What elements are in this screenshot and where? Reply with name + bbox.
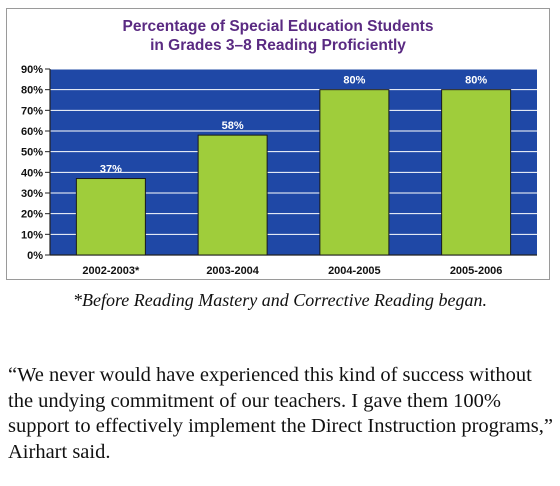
bar-data-label: 58% <box>222 120 244 132</box>
chart-title-line-2: in Grades 3–8 Reading Proficiently <box>150 37 406 54</box>
x-tick-label: 2003-2004 <box>206 265 259 277</box>
y-tick-label: 80% <box>21 85 43 97</box>
x-tick-label: 2004-2005 <box>328 265 381 277</box>
bar <box>75 178 146 256</box>
bar <box>441 89 512 256</box>
chart-title-line-1: Percentage of Special Education Students <box>122 18 434 35</box>
bar <box>319 89 390 256</box>
bar-chart: 0% 10% 20% 30% 40% 50% 60% 70% 80% 90% 37% 2002-200… <box>21 64 537 277</box>
y-tick-label: 60% <box>21 126 43 138</box>
y-tick-label: 70% <box>21 105 43 117</box>
x-tick-label: 2005-2006 <box>450 265 503 277</box>
bar-data-label: 80% <box>343 75 365 87</box>
y-tick-label: 30% <box>21 188 43 200</box>
bar-data-label: 37% <box>100 164 122 176</box>
y-tick-label: 90% <box>21 64 43 76</box>
y-tick-label: 40% <box>21 167 43 179</box>
chart-frame: Percentage of Special Education Students… <box>6 8 550 280</box>
bar-data-label: 80% <box>465 75 487 87</box>
chart-title: Percentage of Special Education Students… <box>7 17 549 55</box>
bar <box>197 134 268 256</box>
chart-footnote: *Before Reading Mastery and Corrective R… <box>72 290 488 310</box>
quote-paragraph: “We never would have experienced this ki… <box>8 364 553 463</box>
y-tick-label: 20% <box>21 209 43 221</box>
y-tick-label: 50% <box>21 147 43 159</box>
y-tick-label: 10% <box>21 229 43 241</box>
y-tick-label: 0% <box>27 250 43 262</box>
x-tick-label: 2002-2003* <box>82 265 140 277</box>
